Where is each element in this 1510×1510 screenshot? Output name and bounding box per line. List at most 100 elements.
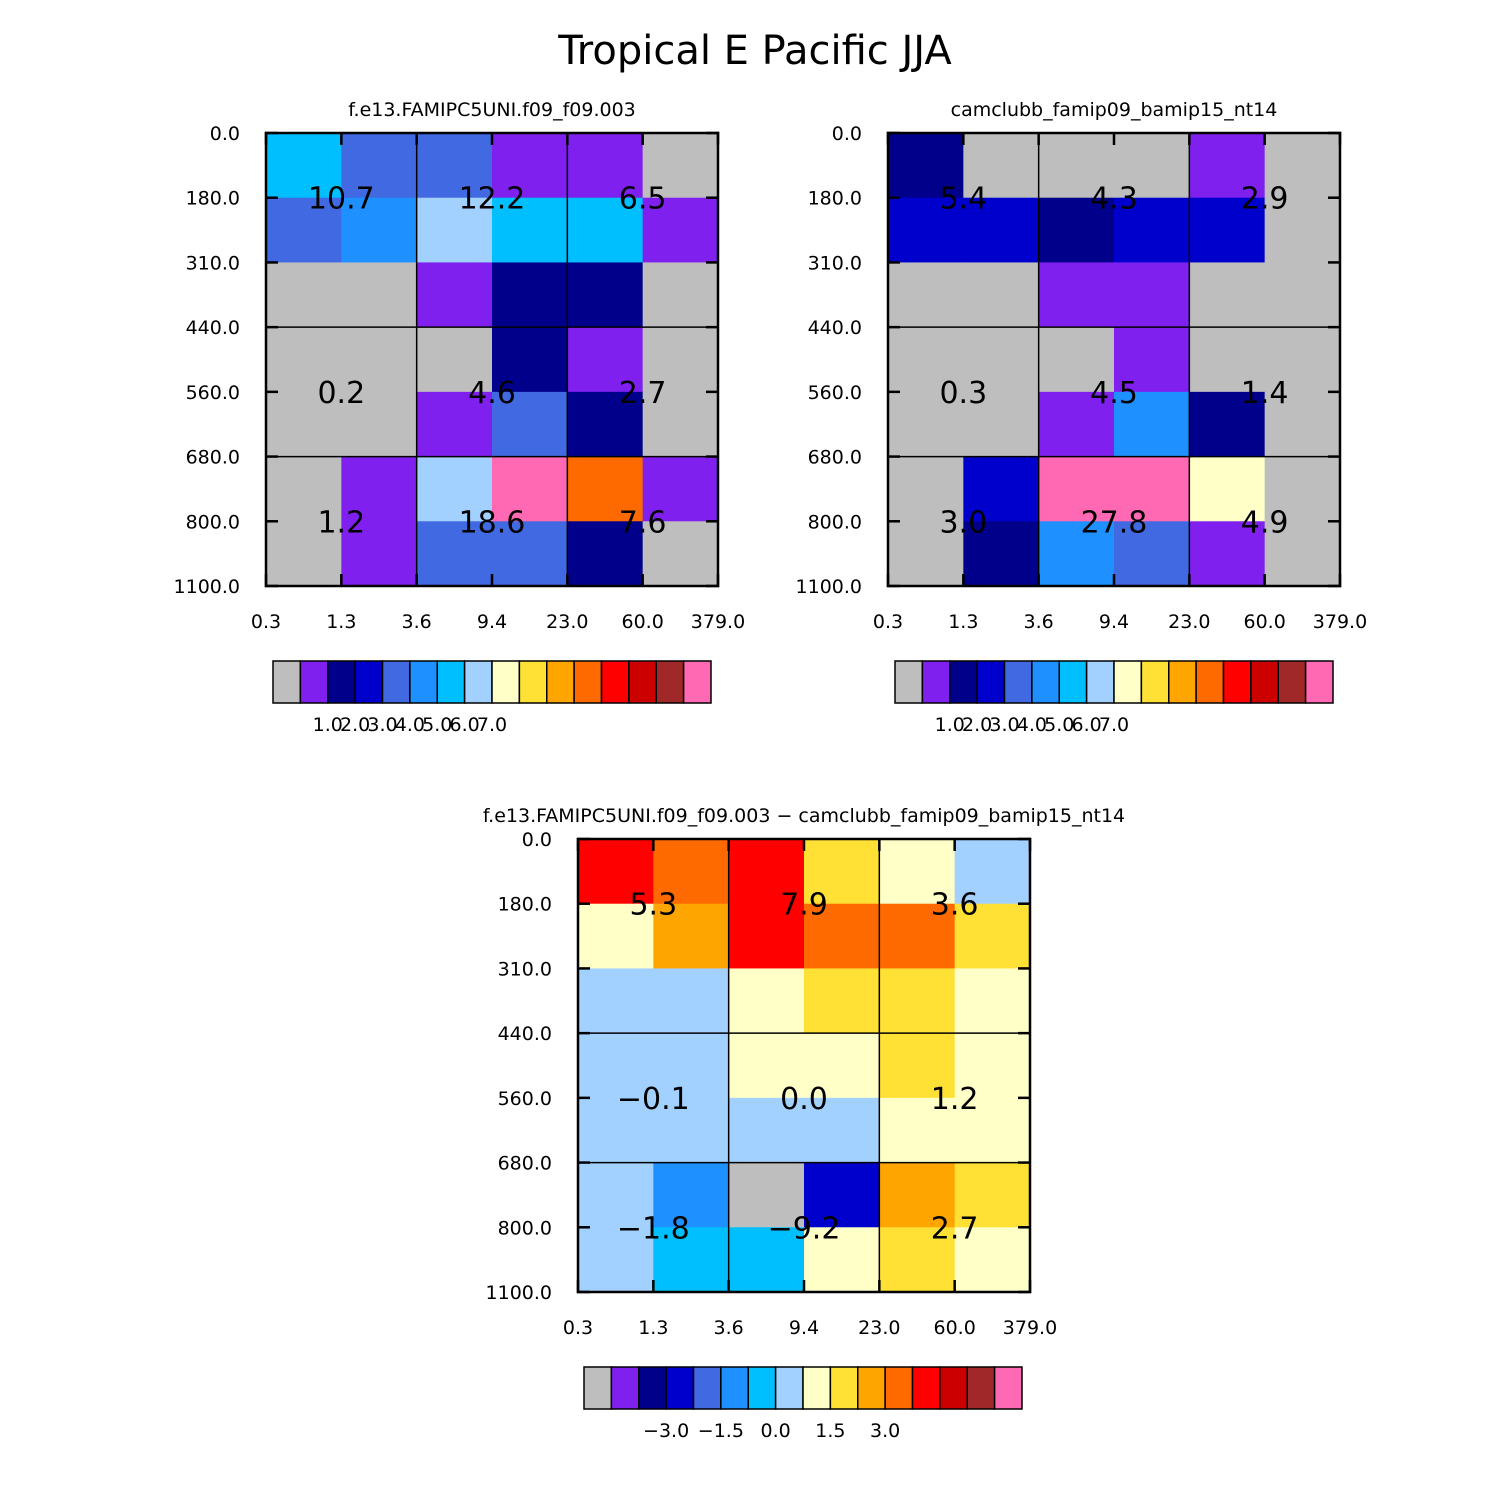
colorbar-label: 6.0 (450, 714, 480, 736)
heatmap-cell (1114, 456, 1190, 522)
box-value-label: 4.6 (468, 376, 516, 411)
x-tick-label: 23.0 (858, 1317, 900, 1339)
heatmap-cell (492, 197, 568, 264)
heatmap-cell (567, 327, 644, 393)
heatmap-cell (804, 903, 880, 970)
colorbar-label: 1.0 (935, 714, 965, 736)
heatmap-cell (492, 327, 568, 393)
box-value-label: −0.1 (617, 1082, 690, 1117)
colorbar-swatch (491, 660, 521, 704)
colorbar-swatch (939, 1366, 968, 1410)
colorbar-swatch (921, 660, 951, 704)
x-tick-label: 23.0 (1168, 611, 1210, 633)
colorbar-swatch (949, 660, 978, 704)
y-tick-label: 310.0 (186, 252, 240, 274)
box-value-label: 5.3 (629, 888, 677, 923)
heatmap-cell (642, 456, 719, 522)
y-tick-label: 310.0 (808, 252, 862, 274)
colorbar-swatch (1304, 660, 1334, 704)
heatmap-cell (963, 456, 1040, 522)
colorbar-label: 7.0 (477, 714, 507, 736)
heatmap-cell (1189, 391, 1266, 458)
heatmap-cell (642, 262, 719, 328)
colorbar-swatch (546, 660, 575, 704)
heatmap-cell (578, 903, 654, 970)
y-tick-label: 180.0 (808, 188, 862, 210)
heatmap-cell (653, 1097, 730, 1164)
box-value-label: 0.0 (780, 1082, 828, 1117)
heatmap-cell (879, 903, 956, 970)
colorbar-swatch (774, 1366, 804, 1410)
heatmap-cell (578, 968, 654, 1034)
heatmap-cell (492, 133, 568, 199)
colorbar-swatch (802, 1366, 832, 1410)
colorbar-swatch (436, 660, 466, 704)
box-value-label: 4.9 (1241, 505, 1289, 540)
y-tick-label: 680.0 (186, 447, 240, 469)
y-tick-label: 0.0 (832, 123, 862, 145)
heatmap-cell (653, 1227, 730, 1293)
box-value-label: 12.2 (459, 182, 526, 217)
heatmap-cell (1264, 391, 1341, 458)
figure-title: Tropical E Pacific JJA (557, 28, 952, 74)
colorbar-swatch (829, 1366, 859, 1410)
heatmap-cell (642, 327, 719, 393)
colorbar-swatch (894, 660, 924, 704)
heatmap-cell (266, 133, 342, 199)
colorbar-swatch (272, 660, 302, 704)
box-value-label: 1.2 (317, 505, 365, 540)
heatmap-cell (1038, 456, 1115, 522)
y-tick-label: 310.0 (498, 958, 552, 980)
colorbar-label: 3.0 (367, 714, 397, 736)
x-tick-label: 379.0 (1003, 1317, 1057, 1339)
colorbar-swatch (638, 1366, 667, 1410)
heatmap-cell (1038, 391, 1115, 458)
heatmap-cell (416, 262, 493, 328)
x-tick-label: 1.3 (948, 611, 978, 633)
heatmap-cell (341, 456, 418, 522)
heatmap-cell (642, 133, 719, 199)
colorbar-swatch (1195, 660, 1225, 704)
heatmap-cell (963, 521, 1040, 587)
colorbar-swatch (993, 1366, 1023, 1410)
y-tick-label: 0.0 (522, 829, 552, 851)
heatmap-cell (416, 133, 493, 199)
x-tick-label: 1.3 (638, 1317, 668, 1339)
heatmap-cell (341, 262, 418, 328)
colorbar-label: −3.0 (643, 1420, 689, 1442)
heatmap-cell (1114, 391, 1190, 458)
heatmap-cell (266, 456, 342, 522)
heatmap-cell (567, 133, 644, 199)
colorbar-swatch (720, 1366, 749, 1410)
colorbar-swatch (966, 1366, 996, 1410)
x-tick-label: 60.0 (934, 1317, 976, 1339)
box-value-label: 6.5 (619, 182, 667, 217)
heatmap-cell (728, 968, 805, 1034)
heatmap-cell (804, 1227, 880, 1293)
heatmap-cell (266, 391, 342, 458)
heatmap-cell (1114, 133, 1190, 199)
heatmap-cell (804, 968, 880, 1034)
x-tick-label: 3.6 (714, 1317, 744, 1339)
heatmap-cell (567, 521, 644, 587)
panel-2: camclubb_famip09_bamip15_nt14 0.0 180.0 310… (796, 99, 1368, 736)
x-tick-label: 9.4 (789, 1317, 819, 1339)
colorbar-label: 1.0 (313, 714, 343, 736)
colorbar-label: 6.0 (1072, 714, 1102, 736)
x-tick-label: 60.0 (1244, 611, 1286, 633)
colorbar-label: 4.0 (1017, 714, 1047, 736)
heatmap-cell (879, 1097, 956, 1164)
heatmap-cell (954, 1097, 1031, 1164)
heatmap-cell (266, 521, 342, 587)
colorbar-swatch (1058, 660, 1088, 704)
colorbar-swatch (857, 1366, 886, 1410)
panel-subtitle: camclubb_famip09_bamip15_nt14 (951, 99, 1278, 121)
colorbar-label: 2.0 (340, 714, 370, 736)
heatmap-cell (728, 1162, 805, 1228)
colorbar-swatch (354, 660, 384, 704)
box-value-label: 4.5 (1090, 376, 1138, 411)
y-tick-label: 1100.0 (486, 1282, 552, 1304)
heatmap-cell (1189, 456, 1266, 522)
heatmap-cell (963, 391, 1040, 458)
